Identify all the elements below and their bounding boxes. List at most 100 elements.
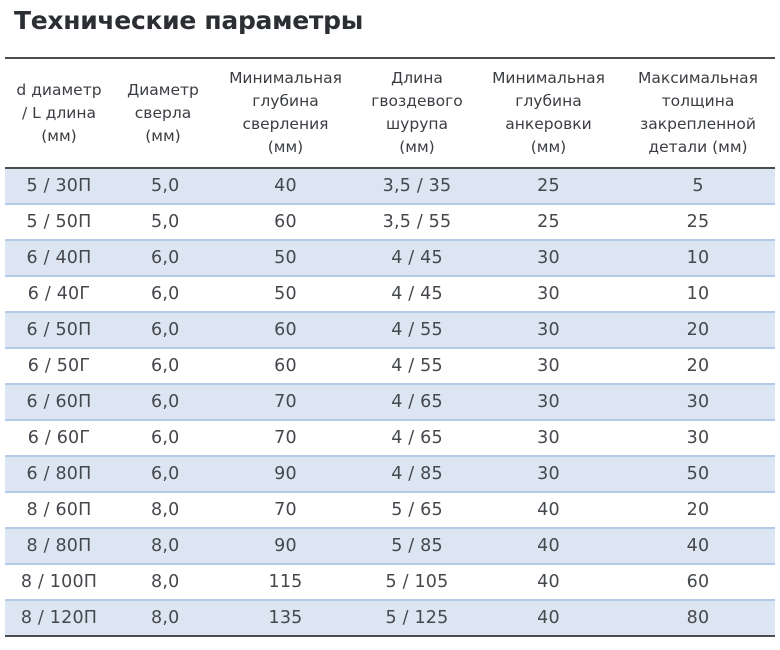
header-min-drill-depth: Минимальная глубина сверления (мм) [213, 58, 358, 169]
cell-drill-diameter: 6,0 [113, 312, 213, 349]
cell-max-fixture-thickness: 30 [621, 420, 775, 457]
cell-screw-length: 5 / 105 [358, 564, 476, 601]
table-row: 6 / 50Г 6,0 60 4 / 55 30 20 [5, 348, 775, 385]
cell-diameter-length: 6 / 50Г [5, 348, 113, 385]
cell-diameter-length: 6 / 80П [5, 456, 113, 493]
header-drill-diameter: Диаметр сверла (мм) [113, 58, 213, 169]
table-row: 8 / 60П 8,0 70 5 / 65 40 20 [5, 492, 775, 529]
cell-screw-length: 5 / 65 [358, 492, 476, 529]
table-row: 8 / 100П 8,0 115 5 / 105 40 60 [5, 564, 775, 601]
cell-min-anchor-depth: 25 [476, 168, 621, 205]
cell-min-anchor-depth: 40 [476, 528, 621, 565]
cell-screw-length: 4 / 65 [358, 384, 476, 421]
cell-diameter-length: 8 / 60П [5, 492, 113, 529]
cell-min-drill-depth: 90 [213, 528, 358, 565]
cell-min-anchor-depth: 30 [476, 240, 621, 277]
cell-diameter-length: 6 / 60П [5, 384, 113, 421]
cell-drill-diameter: 8,0 [113, 564, 213, 601]
table-row: 5 / 30П 5,0 40 3,5 / 35 25 5 [5, 168, 775, 205]
cell-min-drill-depth: 135 [213, 600, 358, 636]
cell-screw-length: 5 / 85 [358, 528, 476, 565]
cell-min-drill-depth: 115 [213, 564, 358, 601]
header-screw-length: Длина гвоздевого шурупа (мм) [358, 58, 476, 169]
cell-max-fixture-thickness: 20 [621, 312, 775, 349]
cell-screw-length: 3,5 / 55 [358, 204, 476, 241]
cell-min-anchor-depth: 30 [476, 384, 621, 421]
cell-max-fixture-thickness: 40 [621, 528, 775, 565]
header-min-anchor-depth: Минимальная глубина анкеровки (мм) [476, 58, 621, 169]
cell-diameter-length: 6 / 50П [5, 312, 113, 349]
cell-max-fixture-thickness: 20 [621, 492, 775, 529]
cell-max-fixture-thickness: 30 [621, 384, 775, 421]
table-row: 6 / 40Г 6,0 50 4 / 45 30 10 [5, 276, 775, 313]
cell-screw-length: 4 / 45 [358, 276, 476, 313]
cell-min-anchor-depth: 30 [476, 312, 621, 349]
table-row: 6 / 50П 6,0 60 4 / 55 30 20 [5, 312, 775, 349]
cell-min-anchor-depth: 30 [476, 348, 621, 385]
cell-drill-diameter: 8,0 [113, 492, 213, 529]
cell-min-anchor-depth: 30 [476, 456, 621, 493]
cell-screw-length: 4 / 55 [358, 312, 476, 349]
cell-drill-diameter: 6,0 [113, 384, 213, 421]
cell-max-fixture-thickness: 10 [621, 276, 775, 313]
table-row: 6 / 40П 6,0 50 4 / 45 30 10 [5, 240, 775, 277]
technical-parameters-table: d диаметр / L длина (мм) Диаметр сверла … [5, 57, 775, 637]
cell-min-drill-depth: 60 [213, 204, 358, 241]
page-title: Технические параметры [14, 6, 363, 35]
cell-drill-diameter: 6,0 [113, 456, 213, 493]
cell-screw-length: 4 / 85 [358, 456, 476, 493]
cell-min-anchor-depth: 40 [476, 564, 621, 601]
cell-drill-diameter: 8,0 [113, 600, 213, 636]
cell-max-fixture-thickness: 10 [621, 240, 775, 277]
cell-screw-length: 5 / 125 [358, 600, 476, 636]
cell-min-drill-depth: 70 [213, 492, 358, 529]
header-diameter-length: d диаметр / L длина (мм) [5, 58, 113, 169]
cell-diameter-length: 5 / 30П [5, 168, 113, 205]
cell-diameter-length: 8 / 100П [5, 564, 113, 601]
cell-min-drill-depth: 60 [213, 312, 358, 349]
cell-diameter-length: 5 / 50П [5, 204, 113, 241]
table-row: 6 / 60Г 6,0 70 4 / 65 30 30 [5, 420, 775, 457]
cell-min-drill-depth: 70 [213, 420, 358, 457]
header-max-fixture-thickness: Максимальная толщина закрепленной детали… [621, 58, 775, 169]
cell-max-fixture-thickness: 5 [621, 168, 775, 205]
cell-drill-diameter: 6,0 [113, 420, 213, 457]
cell-min-anchor-depth: 40 [476, 492, 621, 529]
cell-diameter-length: 8 / 80П [5, 528, 113, 565]
cell-screw-length: 4 / 45 [358, 240, 476, 277]
cell-min-anchor-depth: 25 [476, 204, 621, 241]
cell-max-fixture-thickness: 50 [621, 456, 775, 493]
cell-max-fixture-thickness: 25 [621, 204, 775, 241]
cell-min-anchor-depth: 30 [476, 276, 621, 313]
cell-max-fixture-thickness: 20 [621, 348, 775, 385]
table-row: 8 / 80П 8,0 90 5 / 85 40 40 [5, 528, 775, 565]
cell-drill-diameter: 5,0 [113, 204, 213, 241]
cell-drill-diameter: 6,0 [113, 276, 213, 313]
cell-diameter-length: 6 / 60Г [5, 420, 113, 457]
table-row: 8 / 120П 8,0 135 5 / 125 40 80 [5, 600, 775, 636]
cell-drill-diameter: 6,0 [113, 240, 213, 277]
cell-drill-diameter: 5,0 [113, 168, 213, 205]
cell-drill-diameter: 8,0 [113, 528, 213, 565]
cell-min-drill-depth: 50 [213, 240, 358, 277]
cell-min-anchor-depth: 30 [476, 420, 621, 457]
table-body: 5 / 30П 5,0 40 3,5 / 35 25 5 5 / 50П 5,0… [5, 168, 775, 636]
cell-max-fixture-thickness: 60 [621, 564, 775, 601]
header-row: d диаметр / L длина (мм) Диаметр сверла … [5, 58, 775, 169]
table-row: 5 / 50П 5,0 60 3,5 / 55 25 25 [5, 204, 775, 241]
cell-diameter-length: 6 / 40Г [5, 276, 113, 313]
cell-min-drill-depth: 70 [213, 384, 358, 421]
cell-diameter-length: 8 / 120П [5, 600, 113, 636]
cell-screw-length: 4 / 55 [358, 348, 476, 385]
cell-min-drill-depth: 60 [213, 348, 358, 385]
cell-diameter-length: 6 / 40П [5, 240, 113, 277]
cell-screw-length: 4 / 65 [358, 420, 476, 457]
cell-screw-length: 3,5 / 35 [358, 168, 476, 205]
cell-min-drill-depth: 40 [213, 168, 358, 205]
cell-drill-diameter: 6,0 [113, 348, 213, 385]
cell-max-fixture-thickness: 80 [621, 600, 775, 636]
table-row: 6 / 60П 6,0 70 4 / 65 30 30 [5, 384, 775, 421]
cell-min-anchor-depth: 40 [476, 600, 621, 636]
table-header: d диаметр / L длина (мм) Диаметр сверла … [5, 58, 775, 169]
table-row: 6 / 80П 6,0 90 4 / 85 30 50 [5, 456, 775, 493]
